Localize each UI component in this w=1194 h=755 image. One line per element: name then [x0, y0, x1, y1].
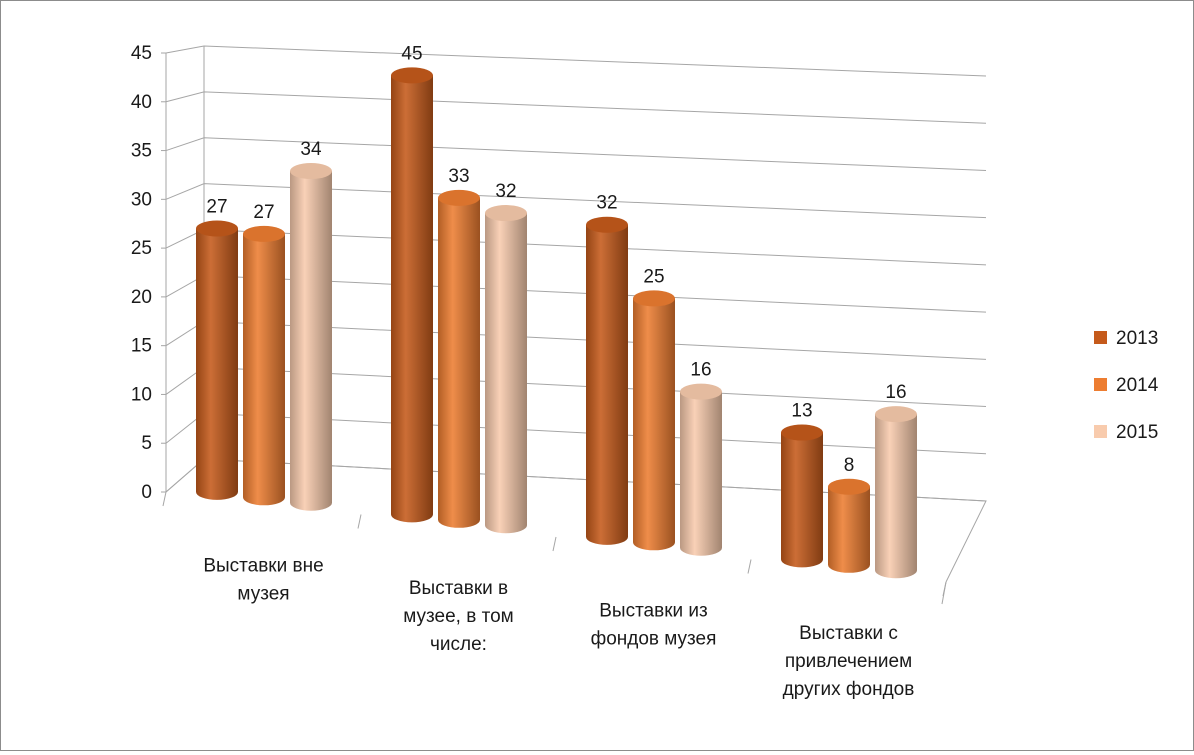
bar-top — [828, 478, 870, 495]
x-tick — [357, 514, 362, 529]
y-tick-label: 35 — [131, 141, 152, 162]
gridline — [165, 229, 987, 266]
bars — [196, 67, 917, 579]
bar-top — [196, 220, 238, 237]
bar — [438, 197, 480, 528]
bar — [875, 414, 917, 579]
gridlines — [165, 45, 987, 502]
data-labels: 27 27 34 45 33 32 32 25 16 13 8 16 — [206, 43, 906, 475]
y-tick-label: 0 — [141, 482, 152, 503]
legend-label: 2013 — [1116, 328, 1158, 349]
bar — [485, 213, 527, 534]
bar — [290, 171, 332, 511]
y-tick-label: 5 — [141, 433, 152, 454]
bar — [586, 224, 628, 545]
data-label: 33 — [448, 166, 469, 187]
bar — [828, 486, 870, 573]
bar-top — [875, 406, 917, 423]
bar-top — [680, 383, 722, 400]
data-label: 27 — [206, 196, 227, 217]
data-label: 45 — [401, 43, 422, 64]
x-tick-label: Выставки вне музея — [203, 555, 323, 604]
x-tick-label: Выставки с привлечением других фондов — [783, 623, 915, 700]
bar — [391, 75, 433, 523]
gridline — [165, 366, 987, 408]
legend-swatch — [1094, 331, 1107, 344]
gridline — [165, 45, 987, 77]
legend-label: 2015 — [1116, 422, 1158, 443]
y-tick-label: 25 — [131, 238, 152, 259]
gridline — [165, 91, 987, 124]
legend: 2013 2014 2015 — [1094, 328, 1159, 443]
y-tick-label: 20 — [131, 287, 152, 308]
bar-top — [781, 424, 823, 441]
bar — [680, 391, 722, 556]
legend-swatch — [1094, 425, 1107, 438]
x-tick-label: Выставки в музее, в том числе: — [403, 578, 513, 655]
y-tick-label: 15 — [131, 336, 152, 357]
gridline — [165, 137, 987, 171]
data-label: 16 — [690, 360, 711, 381]
data-label: 13 — [791, 401, 812, 422]
bar — [243, 233, 285, 506]
bar — [196, 228, 238, 500]
bar-top — [290, 163, 332, 180]
gridline — [165, 412, 987, 455]
bar — [781, 432, 823, 568]
data-label: 27 — [253, 202, 274, 223]
data-label: 32 — [596, 193, 617, 214]
y-tick-label: 10 — [131, 384, 152, 405]
gridline — [165, 274, 987, 313]
x-axis: Выставки вне музея Выставки в музее, в том ч… — [162, 491, 947, 700]
x-tick — [162, 491, 167, 507]
legend-label: 2014 — [1116, 375, 1159, 396]
y-tick-label: 45 — [131, 43, 152, 64]
data-label: 34 — [300, 139, 322, 160]
y-tick-label: 30 — [131, 189, 152, 210]
bar — [633, 298, 675, 551]
bar-top — [586, 216, 628, 233]
gridline — [165, 183, 987, 219]
bar-top — [485, 205, 527, 222]
data-label: 8 — [844, 455, 855, 476]
bar-top — [633, 290, 675, 307]
x-tick-label: Выставки из фондов музея — [591, 600, 717, 649]
data-label: 25 — [643, 266, 664, 287]
y-tick-label: 40 — [131, 92, 152, 113]
bar-top — [243, 225, 285, 242]
legend-swatch — [1094, 378, 1107, 391]
gridline — [165, 320, 987, 360]
x-tick — [552, 536, 557, 552]
data-label: 16 — [885, 382, 906, 403]
bar-top — [438, 189, 480, 206]
x-tick — [747, 559, 752, 574]
y-axis: 0 5 10 15 20 25 30 35 40 45 — [131, 43, 166, 503]
data-label: 32 — [495, 181, 516, 202]
x-tick — [942, 581, 947, 597]
bar-top — [391, 67, 433, 84]
